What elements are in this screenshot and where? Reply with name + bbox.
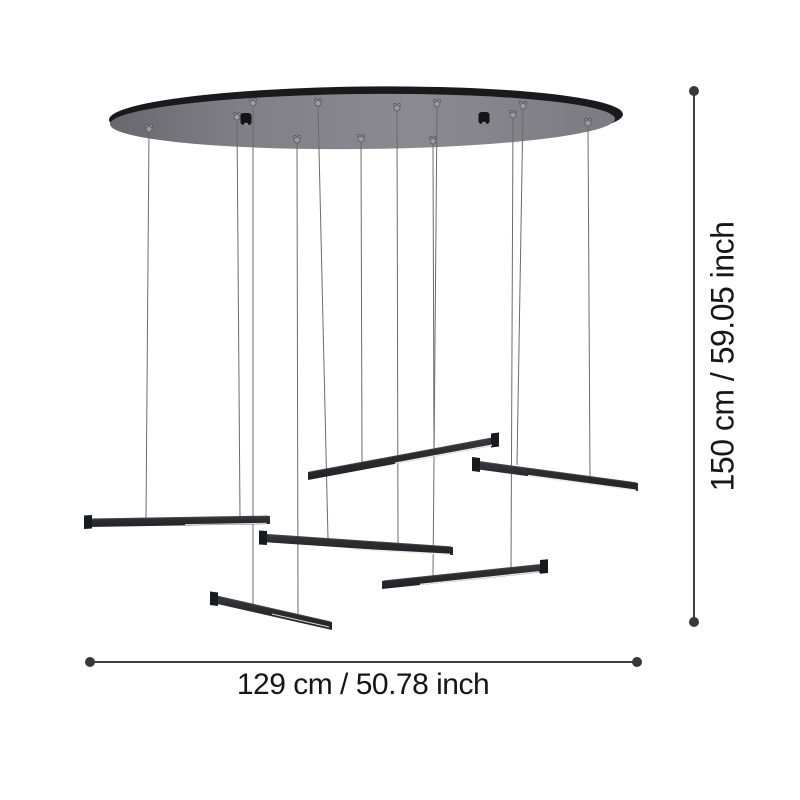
suspension-wire [510,117,514,569]
suspension-wire [360,141,363,463]
light-strip [271,613,330,628]
light-bar [308,432,499,480]
suspension-wire [236,119,241,517]
wire-gripper [293,135,301,144]
suspension-wires [145,105,591,615]
suspension-wire [432,106,438,577]
wire-gripper [584,118,592,127]
light-bar [382,559,548,589]
bar-end-cap [84,515,92,529]
light-strip [527,474,637,492]
wire-gripper [314,98,322,107]
bar-end-cap [259,530,267,545]
bar-end-cap [210,591,218,606]
light-strip [184,522,268,526]
light-bars [84,432,638,630]
wire-gripper [519,101,527,110]
light-bar [84,515,270,529]
height-dimension-line [689,86,699,627]
wire-gripper [509,110,517,119]
dimension-endpoint-dot [85,657,95,667]
wire-gripper [393,103,401,112]
suspension-wire [587,125,591,478]
light-strip [349,548,451,556]
canopy-top-plate [110,93,616,150]
suspension-wire [145,131,150,519]
wire-gripper [429,136,437,145]
wire-gripper [249,98,257,107]
width-dimension-label: 129 cm / 50.78 inch [236,668,490,701]
cable-clip [240,113,252,128]
suspension-wire [396,110,399,544]
width-dimension-line [85,657,642,667]
dimension-endpoint-dot [689,86,699,96]
suspension-wire [296,142,299,615]
dimension-endpoint-dot [632,657,642,667]
height-dimension-label: 150 cm / 59.05 inch [704,221,741,492]
canopy-fittings [145,98,592,145]
wire-gripper [145,124,153,133]
bar-end-cap [540,559,548,574]
light-strip [394,444,493,464]
light-bar [259,530,453,556]
wire-gripper [357,134,365,143]
light-bar [472,457,638,492]
wire-gripper [233,112,241,121]
suspension-wire [516,108,524,466]
wire-gripper [433,99,441,108]
light-strip [419,571,540,586]
bar-end-cap [491,432,499,448]
light-bar [210,591,332,630]
bar-end-cap [472,457,480,472]
suspension-wire [432,143,435,450]
ceiling-canopy [108,86,623,150]
suspension-wire [317,105,329,539]
cable-clip [478,112,490,127]
dimension-endpoint-dot [689,617,699,627]
